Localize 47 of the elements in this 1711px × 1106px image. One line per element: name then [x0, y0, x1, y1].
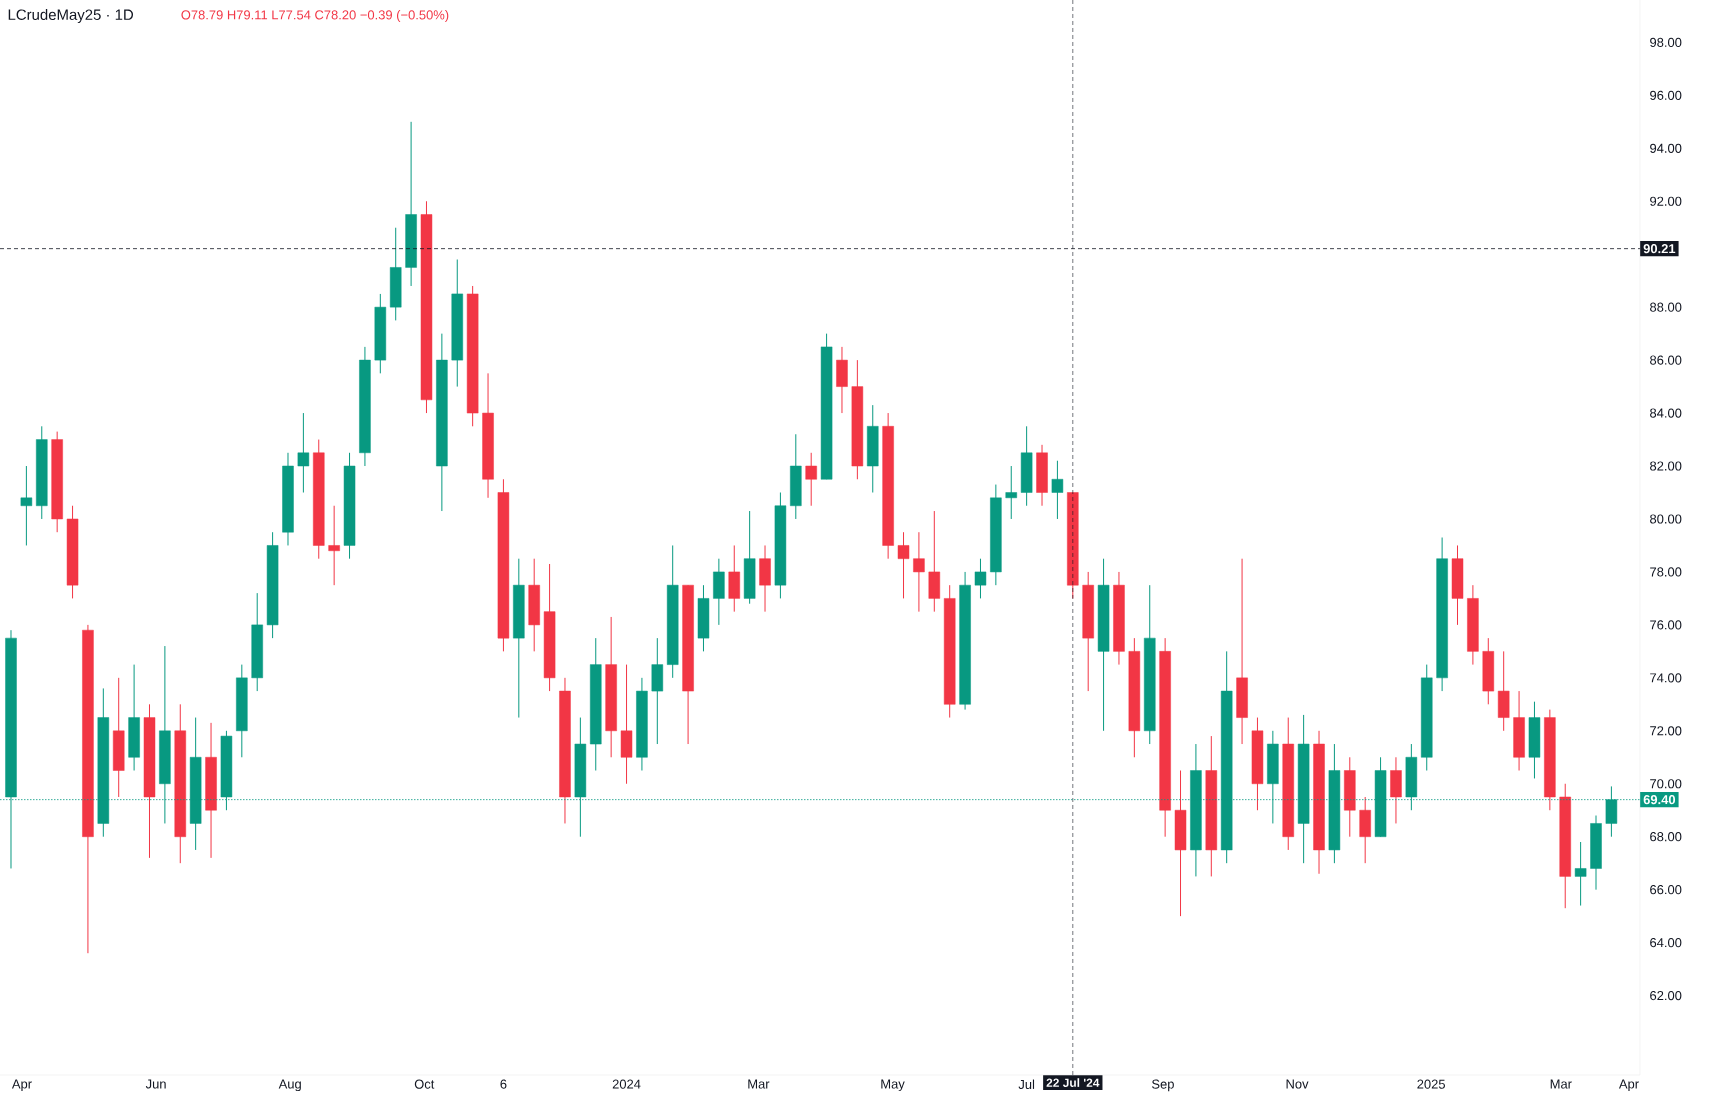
text: LCrudeMay25 · 1D: [8, 9, 134, 23]
candlestick: [1051, 460, 1064, 520]
text: O78.79 H79.11 L77.54 C78.20 −0.39 (−0.50%): [181, 9, 449, 23]
y-tick-label: 68.00: [1650, 832, 1682, 842]
x-tick-label: Aug: [278, 1079, 301, 1092]
x-tick-label: Apr: [1618, 1079, 1639, 1092]
candlestick: [974, 558, 987, 599]
x-tick-label: May: [881, 1079, 905, 1092]
y-tick-label: 82.00: [1650, 461, 1682, 471]
candlestick: [1574, 841, 1587, 907]
y-tick-label: 94.00: [1650, 143, 1682, 153]
y-tick-label: 76.00: [1650, 620, 1682, 630]
x-tick-label: Jun: [145, 1079, 166, 1089]
candlestick: [1005, 465, 1017, 520]
x-tick-label: 2024: [612, 1079, 641, 1089]
y-tick-label: 84.00: [1650, 408, 1682, 418]
x-tick-label: Jul: [1018, 1079, 1035, 1090]
y-tick-label: 66.00: [1650, 885, 1682, 895]
y-tick-label: 64.00: [1650, 938, 1682, 948]
candlestick: [897, 531, 910, 599]
y-tick-label: 62.00: [1650, 990, 1682, 1001]
x-tick-label: Apr: [11, 1079, 32, 1092]
y-tick-label: 70.00: [1650, 779, 1682, 789]
candlestick: [328, 505, 340, 586]
y-tick-label: 74.00: [1650, 673, 1682, 683]
candlestick: [297, 412, 310, 493]
ref-line-label: 90.21: [1643, 244, 1676, 254]
y-tick-label: 86.00: [1650, 355, 1682, 365]
x-tick-label: Nov: [1286, 1079, 1309, 1089]
y-tick-label: 78.00: [1650, 567, 1682, 577]
candlestick: [20, 465, 33, 546]
candlestick: [805, 452, 817, 507]
y-tick-label: 92.00: [1650, 196, 1682, 206]
x-tick-label: Mar: [1550, 1079, 1572, 1089]
x-tick-label: Oct: [414, 1079, 435, 1089]
x-tick-label: Mar: [748, 1079, 770, 1089]
y-tick-label: 96.00: [1650, 90, 1682, 100]
x-tick-label: 2025: [1417, 1079, 1445, 1089]
x-tick-label: 6: [500, 1079, 507, 1089]
y-tick-label: 72.00: [1650, 726, 1682, 736]
y-tick-label: 88.00: [1650, 302, 1682, 312]
x-tick-label: Sep: [1152, 1079, 1174, 1092]
candlestick: [913, 531, 925, 613]
ref-line-label: 69.40: [1643, 795, 1676, 805]
ref-line-label: 22 Jul '24: [1046, 1078, 1100, 1087]
y-tick-label: 80.00: [1650, 514, 1682, 524]
y-tick-label: 98.00: [1650, 37, 1682, 47]
